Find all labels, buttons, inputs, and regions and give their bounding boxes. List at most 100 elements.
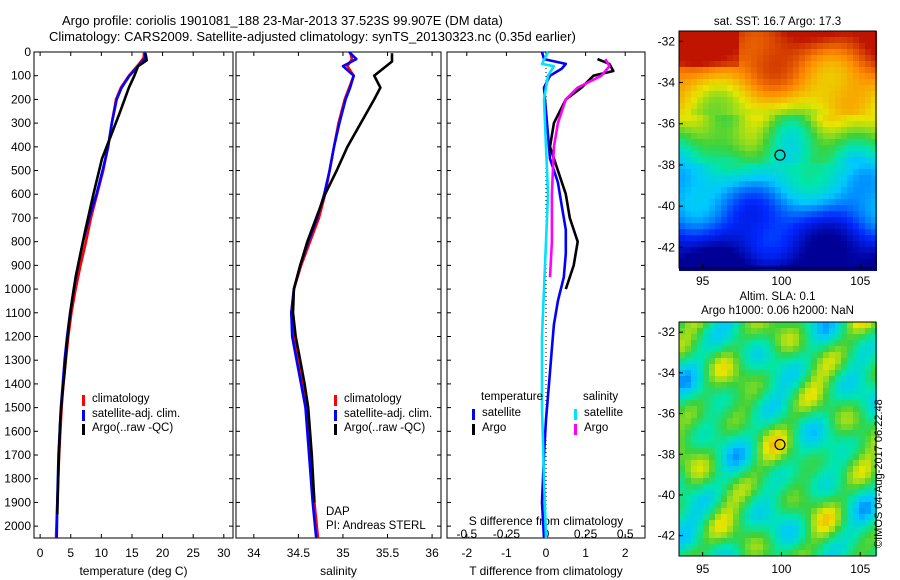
map-cell	[841, 460, 847, 466]
map-cell	[757, 532, 763, 538]
map-cell	[841, 382, 847, 388]
map-cell	[841, 334, 847, 340]
map-cell	[691, 508, 697, 514]
map-cell	[739, 49, 745, 55]
map-cell	[745, 79, 751, 85]
map-cell	[703, 229, 709, 235]
map-cell	[823, 139, 829, 145]
map-cell	[691, 115, 697, 121]
map-cell	[811, 199, 817, 205]
map-cell	[835, 43, 841, 49]
map-cell	[697, 382, 703, 388]
map-cell	[727, 400, 733, 406]
map-cell	[799, 532, 805, 538]
x-tick-label: 30	[217, 546, 231, 560]
map-cell	[859, 346, 865, 352]
map-cell	[805, 43, 811, 49]
map-cell	[751, 247, 757, 253]
map-cell	[775, 193, 781, 199]
map-cell	[841, 430, 847, 436]
map-cell	[859, 61, 865, 67]
map-cell	[829, 490, 835, 496]
map-cell	[703, 442, 709, 448]
map-cell	[697, 121, 703, 127]
map-cell	[715, 139, 721, 145]
map-cell	[763, 115, 769, 121]
map-cell	[793, 37, 799, 43]
map-cell	[745, 334, 751, 340]
map-cell	[757, 139, 763, 145]
map-cell	[817, 193, 823, 199]
map-cell	[805, 259, 811, 265]
map-cell	[781, 322, 787, 328]
map-cell	[721, 388, 727, 394]
map-cell	[835, 436, 841, 442]
map-cell	[847, 352, 853, 358]
map-cell	[859, 55, 865, 61]
map-cell	[781, 358, 787, 364]
map-cell	[847, 181, 853, 187]
map-cell	[775, 466, 781, 472]
x-tick-label: 25	[187, 546, 201, 560]
map-cell	[733, 91, 739, 97]
map-cell	[685, 139, 691, 145]
map-cell	[727, 382, 733, 388]
map-cell	[757, 544, 763, 550]
map-cell	[775, 334, 781, 340]
map-cell	[841, 532, 847, 538]
map-cell	[739, 235, 745, 241]
map-cell	[715, 418, 721, 424]
map-cell	[781, 61, 787, 67]
map-cell	[703, 97, 709, 103]
map-cell	[757, 484, 763, 490]
map-cell	[787, 460, 793, 466]
map-cell	[799, 424, 805, 430]
map-cell	[685, 163, 691, 169]
map-cell	[829, 127, 835, 133]
map-cell	[679, 394, 685, 400]
map-cell	[679, 526, 685, 532]
map-cell	[727, 163, 733, 169]
map-cell	[799, 412, 805, 418]
map-cell	[847, 37, 853, 43]
map-cell	[859, 514, 865, 520]
map-cell	[733, 115, 739, 121]
map-cell	[751, 241, 757, 247]
map-cell	[853, 370, 859, 376]
map-cell	[847, 109, 853, 115]
map-cell	[817, 253, 823, 259]
map-cell	[751, 496, 757, 502]
map-cell	[871, 163, 877, 169]
map-cell	[751, 460, 757, 466]
map-cell	[859, 466, 865, 472]
map-cell	[775, 61, 781, 67]
map-cell	[775, 340, 781, 346]
map-cell	[739, 436, 745, 442]
map-cell	[745, 508, 751, 514]
map-cell	[721, 247, 727, 253]
map-cell	[769, 478, 775, 484]
map-cell	[751, 376, 757, 382]
map-cell	[811, 103, 817, 109]
map-cell	[703, 448, 709, 454]
map-cell	[685, 97, 691, 103]
map-cell	[745, 91, 751, 97]
map-cell	[871, 352, 877, 358]
map-cell	[865, 259, 871, 265]
map-cell	[709, 358, 715, 364]
map-cell	[865, 229, 871, 235]
map-cell	[691, 121, 697, 127]
map-cell	[811, 370, 817, 376]
map-cell	[847, 49, 853, 55]
map-cell	[715, 259, 721, 265]
map-cell	[715, 85, 721, 91]
map-cell	[805, 346, 811, 352]
map-cell	[847, 43, 853, 49]
map-cell	[763, 133, 769, 139]
map-cell	[781, 229, 787, 235]
map-cell	[739, 121, 745, 127]
map-cell	[793, 544, 799, 550]
map-cell	[793, 454, 799, 460]
map-cell	[805, 322, 811, 328]
